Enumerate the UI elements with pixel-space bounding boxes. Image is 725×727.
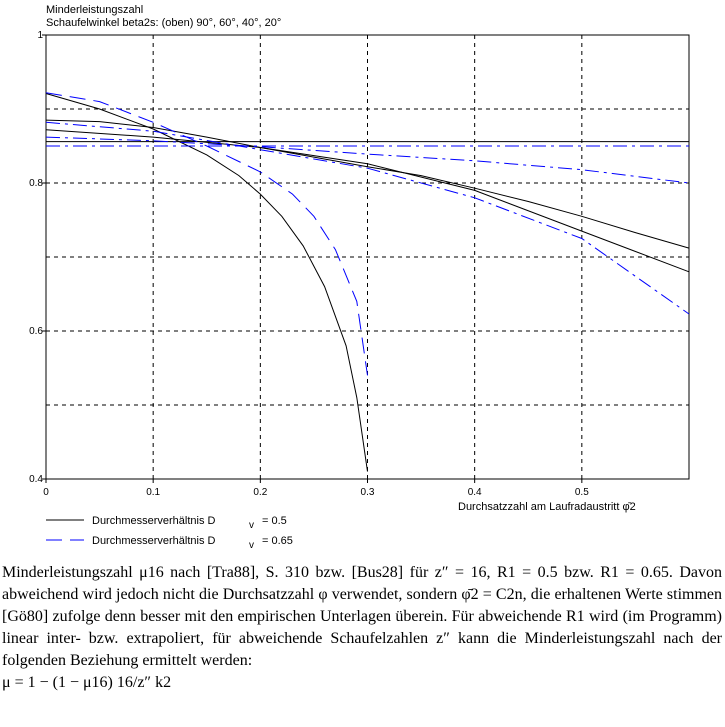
x-tick-label-2: 0.2 (253, 487, 267, 498)
series-line-6 (45, 121, 690, 315)
y-tick-label-2: 0.8 (29, 178, 43, 189)
caption-text: Minderleistungszahl μ16 nach [Tra88], S.… (2, 564, 722, 669)
caption: Minderleistungszahl μ16 nach [Tra88], S.… (2, 562, 722, 694)
legend-subscript-1: v (249, 540, 254, 551)
legend-value-1: = 0.65 (262, 535, 293, 547)
series-line-1 (45, 129, 690, 273)
chart-title: Minderleistungszahl (46, 4, 143, 16)
y-tick-label-3: 1 (37, 30, 43, 41)
x-tick-label-4: 0.4 (468, 487, 482, 498)
series-group (45, 92, 690, 472)
chart-subtitle: Schaufelwinkel beta2s: (oben) 90°, 60°, … (46, 17, 281, 29)
grid (46, 35, 689, 479)
chart: Minderleistungszahl Schaufelwinkel beta2… (29, 4, 690, 551)
x-tick-label-1: 0.1 (146, 487, 160, 498)
y-tick-label-0: 0.4 (29, 474, 43, 485)
series-line-5 (45, 136, 690, 184)
series-line-2 (45, 119, 690, 249)
series-line-7 (45, 92, 368, 376)
ticks: 0 0.1 0.2 0.3 0.4 0.5 0.4 0.6 0.8 1 (29, 30, 589, 498)
legend: Durchmesserverhältnis D v = 0.5 Durchmesser… (46, 515, 293, 551)
y-tick-label-1: 0.6 (29, 326, 43, 337)
legend-label-0: Durchmesserverhältnis D (92, 515, 216, 527)
legend-subscript-0: v (249, 520, 254, 531)
x-tick-label-3: 0.3 (361, 487, 375, 498)
legend-value-0: = 0.5 (262, 515, 287, 527)
x-tick-label-5: 0.5 (575, 487, 589, 498)
caption-formula: μ = 1 − (1 − μ16) 16/z″ k2 (2, 674, 172, 691)
x-axis-label: Durchsatzzahl am Laufradaustritt φ̄2 (458, 501, 636, 513)
x-tick-label-0: 0 (43, 487, 49, 498)
series-line-3 (45, 93, 368, 472)
legend-label-1: Durchmesserverhältnis D (92, 535, 216, 547)
